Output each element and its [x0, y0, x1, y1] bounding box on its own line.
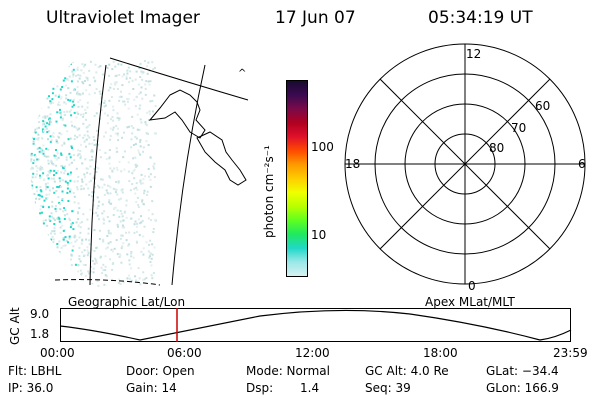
door-label: Door: Open: [126, 364, 195, 378]
coastline-south-island: [196, 131, 247, 186]
time-tick-2359: 23:59: [553, 346, 588, 360]
colorbar-unit-label: photon cm⁻²s⁻¹: [262, 145, 276, 238]
colorbar-tick-10: 10: [311, 228, 327, 242]
dsp-value: 1.4: [300, 381, 320, 395]
time-tick-1800: 18:00: [423, 346, 458, 360]
mlt-label-12: 12: [466, 47, 481, 61]
apex-caption: Apex MLat/MLT: [425, 295, 515, 309]
ip-label: IP: 36.0: [8, 381, 54, 395]
coastline-north-island: [148, 89, 206, 139]
dsp-label: Dsp:: [246, 381, 274, 395]
latitude-line: [109, 57, 249, 101]
timeline-ymin: 1.8: [30, 327, 50, 341]
colorbar-tick-100: 100: [311, 140, 334, 154]
mode-label: Mode: Normal: [246, 364, 330, 378]
glat-label: GLat: −34.4: [486, 364, 559, 378]
seq-label: Seq: 39: [365, 381, 411, 395]
mlt-label-0: 0: [468, 279, 476, 293]
timeline-frame: [60, 308, 571, 342]
date-label: 17 Jun 07: [275, 8, 356, 28]
filter-label: Flt: LBHL: [8, 364, 62, 378]
timeline-ylabel: GC Alt: [8, 307, 22, 345]
lat-label-80: 80: [489, 141, 504, 155]
polar-diagonal-2: [379, 78, 551, 250]
mlt-label-18: 18: [345, 157, 360, 171]
time-tick-0600: 06:00: [167, 346, 202, 360]
longitude-line-west: [89, 64, 107, 286]
aurora-scatter: [30, 60, 157, 287]
mlt-label-6: 6: [578, 157, 586, 171]
polar-plot: 12 18 6 0 60 70 80: [344, 43, 586, 293]
glon-label: GLon: 166.9: [486, 381, 559, 395]
time-tick-0000: 00:00: [40, 346, 75, 360]
timeline-ymax: 9.0: [30, 307, 50, 321]
altitude-curve: [60, 309, 572, 341]
geographic-caption: Geographic Lat/Lon: [68, 295, 186, 309]
map-tick-mark: ^: [238, 68, 246, 79]
time-tick-1200: 12:00: [295, 346, 330, 360]
colorbar-gradient: [286, 80, 308, 277]
terminator-line: [54, 279, 161, 286]
longitude-line-east: [171, 64, 206, 286]
gc-alt-label: GC Alt: 4.0 Re: [365, 364, 449, 378]
lat-label-70: 70: [511, 121, 526, 135]
lat-label-60: 60: [535, 99, 550, 113]
app-title: Ultraviolet Imager: [46, 8, 200, 28]
time-label: 05:34:19 UT: [428, 8, 533, 28]
timeline-plot: [60, 308, 572, 342]
geographic-map: ^: [30, 57, 249, 287]
gain-label: Gain: 14: [126, 381, 177, 395]
